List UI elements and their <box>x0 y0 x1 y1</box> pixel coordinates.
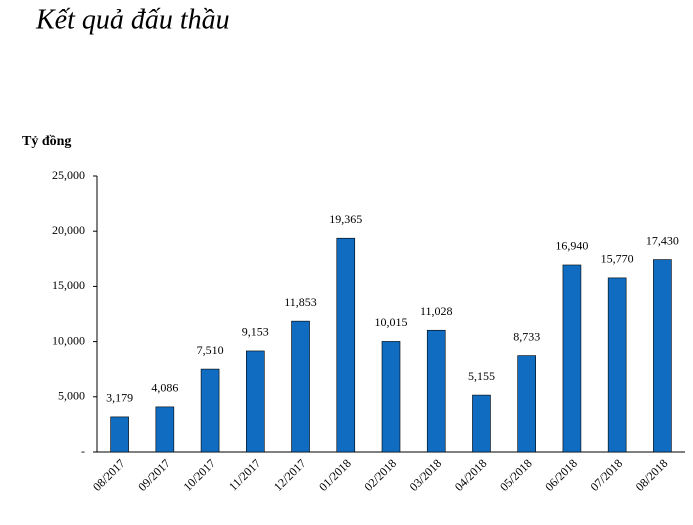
x-tick-label: 11/2017 <box>226 456 263 493</box>
bar <box>426 329 446 453</box>
bar <box>246 350 265 453</box>
bar <box>653 259 672 453</box>
y-tick-label: 15,000 <box>52 278 85 292</box>
bar <box>607 277 627 453</box>
y-tick-label: 10,000 <box>52 333 85 347</box>
y-tick-label: - <box>81 444 85 458</box>
x-tick-label: 02/2018 <box>361 456 399 494</box>
y-tick-label: 20,000 <box>52 223 85 237</box>
bar <box>291 320 310 453</box>
x-tick-label: 10/2017 <box>180 456 218 494</box>
x-tick-label: 01/2018 <box>316 456 354 494</box>
x-tick-label: 08/2018 <box>633 456 671 494</box>
bar <box>381 341 401 453</box>
data-label: 17,430 <box>646 233 679 247</box>
bar <box>110 416 129 453</box>
x-tick-label: 04/2018 <box>452 456 490 494</box>
data-label: 11,853 <box>284 295 317 309</box>
data-label: 8,733 <box>513 329 540 343</box>
data-label: 15,770 <box>601 252 634 266</box>
x-tick-label: 06/2018 <box>542 456 580 494</box>
data-label: 19,365 <box>329 212 362 226</box>
data-label: 3,179 <box>106 391 133 405</box>
x-tick-label: 12/2017 <box>271 456 309 494</box>
bar <box>155 406 175 453</box>
x-tick-label: 07/2018 <box>588 456 626 494</box>
data-label: 10,015 <box>375 315 408 329</box>
bar <box>200 368 220 453</box>
y-tick-label: 25,000 <box>52 168 85 182</box>
data-label: 7,510 <box>197 343 224 357</box>
y-tick-label: 5,000 <box>58 389 85 403</box>
bar <box>517 355 536 453</box>
bar <box>336 237 356 453</box>
x-tick-label: 05/2018 <box>497 456 535 494</box>
data-label: 9,153 <box>242 325 269 339</box>
x-tick-label: 09/2017 <box>135 456 173 494</box>
data-label: 11,028 <box>420 304 453 318</box>
data-label: 4,086 <box>151 381 178 395</box>
data-label: 16,940 <box>555 239 588 253</box>
y-axis-label: Tỷ đồng <box>22 134 71 149</box>
bar <box>472 394 491 453</box>
chart-title: Kết quả đấu thầu <box>35 4 230 35</box>
bar <box>562 264 582 453</box>
x-tick-label: 03/2018 <box>407 456 445 494</box>
x-tick-label: 08/2017 <box>90 456 128 494</box>
data-label: 5,155 <box>468 369 495 383</box>
